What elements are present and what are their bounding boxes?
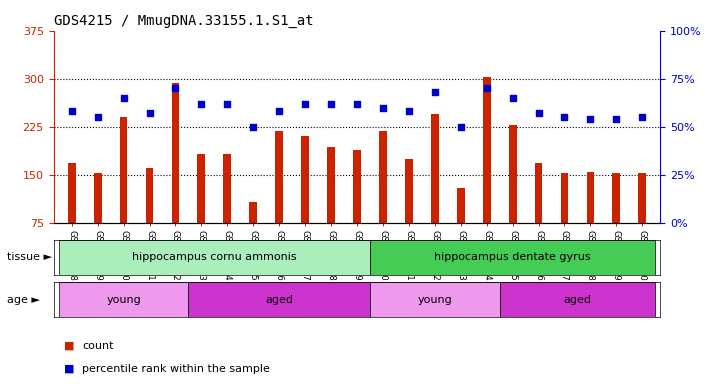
Text: count: count [82, 341, 114, 351]
Point [585, 116, 596, 122]
Bar [457, 187, 465, 223]
Point [118, 95, 129, 101]
Text: GDS4215 / MmugDNA.33155.1.S1_at: GDS4215 / MmugDNA.33155.1.S1_at [54, 14, 313, 28]
Bar [120, 117, 128, 223]
Bar [223, 154, 231, 223]
Bar [405, 159, 413, 223]
Point [455, 124, 466, 130]
Bar [560, 174, 568, 223]
Bar [198, 154, 206, 223]
Point [481, 85, 493, 91]
Point [637, 114, 648, 120]
Text: ■: ■ [64, 364, 75, 374]
Point [351, 101, 363, 107]
Point [507, 95, 518, 101]
Text: tissue ►: tissue ► [7, 252, 52, 262]
Bar [146, 168, 154, 223]
Bar [370, 282, 500, 317]
Text: aged: aged [563, 295, 591, 305]
Bar [249, 202, 257, 223]
Point [66, 108, 77, 114]
Bar [431, 114, 438, 223]
Bar [638, 174, 646, 223]
Bar [586, 172, 594, 223]
Bar [613, 174, 620, 223]
Bar [171, 83, 179, 223]
Text: aged: aged [265, 295, 293, 305]
Bar [500, 282, 655, 317]
Point [559, 114, 570, 120]
Bar [188, 282, 370, 317]
Bar [370, 240, 655, 275]
Point [533, 110, 544, 116]
Point [429, 89, 441, 95]
Point [273, 108, 285, 114]
Point [92, 114, 104, 120]
Bar [535, 163, 543, 223]
Point [377, 104, 388, 111]
Bar [59, 282, 188, 317]
Point [144, 110, 155, 116]
Bar [509, 125, 516, 223]
Bar [483, 78, 491, 223]
Bar [59, 240, 370, 275]
Bar [276, 131, 283, 223]
Point [170, 85, 181, 91]
Point [196, 101, 207, 107]
Bar [94, 174, 101, 223]
Bar [327, 147, 335, 223]
Point [248, 124, 259, 130]
Text: ■: ■ [64, 341, 75, 351]
Bar [301, 136, 309, 223]
Text: young: young [418, 295, 452, 305]
Bar [379, 131, 387, 223]
Text: young: young [106, 295, 141, 305]
Point [299, 101, 311, 107]
Text: hippocampus dentate gyrus: hippocampus dentate gyrus [434, 252, 591, 262]
Point [221, 101, 233, 107]
Point [403, 108, 415, 114]
Point [610, 116, 622, 122]
Point [326, 101, 337, 107]
Text: percentile rank within the sample: percentile rank within the sample [82, 364, 270, 374]
Bar [68, 163, 76, 223]
Text: hippocampus cornu ammonis: hippocampus cornu ammonis [132, 252, 296, 262]
Bar [353, 151, 361, 223]
Text: age ►: age ► [7, 295, 40, 305]
